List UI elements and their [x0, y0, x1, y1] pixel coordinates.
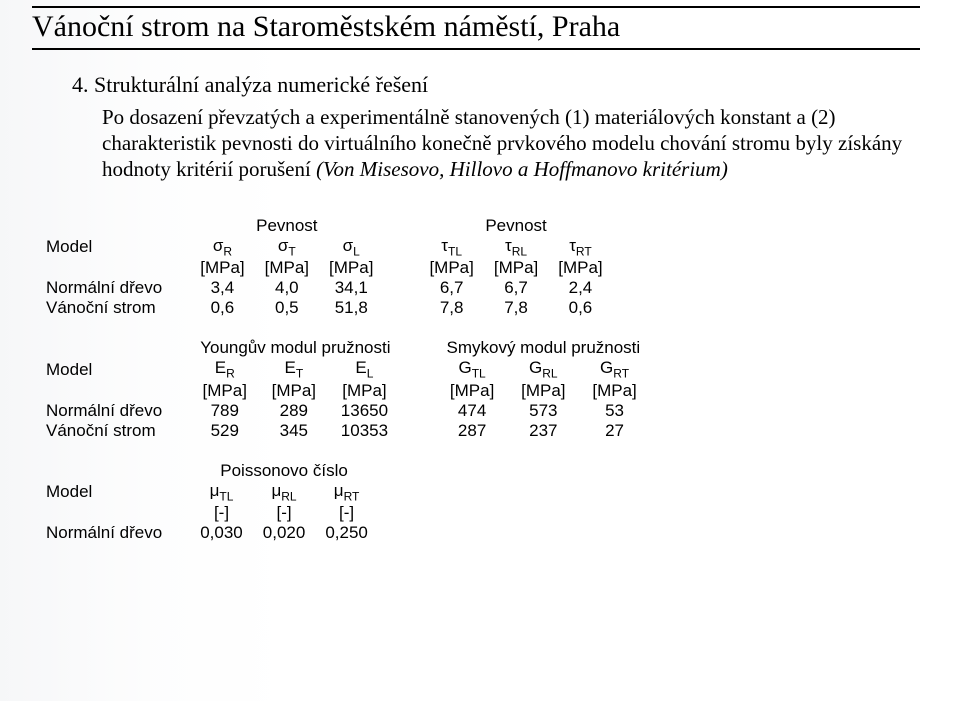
title-bar: Vánoční strom na Staroměstském náměstí, …: [32, 6, 920, 50]
unit: [MPa]: [319, 258, 383, 278]
cell: 789: [190, 401, 259, 421]
table-pevnost: Pevnost Pevnost Model σR σT σL τTL τRL τ…: [42, 210, 613, 332]
row-label: Normální dřevo: [42, 401, 190, 421]
group-header: Pevnost: [419, 210, 612, 236]
group-header: Youngův modul pružnosti: [190, 332, 400, 358]
col-header: μRT: [315, 481, 378, 503]
cell: 0,030: [190, 523, 253, 543]
cell: 345: [259, 421, 328, 441]
cell: 34,1: [319, 278, 383, 298]
col-header: μRL: [253, 481, 316, 503]
cell: 0,6: [190, 298, 254, 318]
cell: 27: [579, 421, 650, 441]
cell: 3,4: [190, 278, 254, 298]
cell: 10353: [328, 421, 400, 441]
cell: 0,5: [255, 298, 319, 318]
unit: [-]: [253, 503, 316, 523]
col-header: τTL: [419, 236, 483, 258]
col-header: τRL: [484, 236, 548, 258]
row-label: Normální dřevo: [42, 278, 190, 298]
unit: [MPa]: [259, 381, 328, 401]
page-title: Vánoční strom na Staroměstském náměstí, …: [32, 10, 920, 44]
col-header: EL: [328, 358, 400, 380]
col-header: GTL: [437, 358, 508, 380]
col-header: τRT: [548, 236, 612, 258]
cell: 6,7: [484, 278, 548, 298]
cell: 289: [259, 401, 328, 421]
unit: [MPa]: [255, 258, 319, 278]
col-header: σL: [319, 236, 383, 258]
cell: 51,8: [319, 298, 383, 318]
cell: 2,4: [548, 278, 612, 298]
col-header: σT: [255, 236, 319, 258]
cell: 474: [437, 401, 508, 421]
body-paragraph: Po dosazení převzatých a experimentálně …: [102, 104, 910, 182]
cell: 0,6: [548, 298, 612, 318]
row-label: Model: [42, 236, 190, 258]
col-header: ET: [259, 358, 328, 380]
col-header: ER: [190, 358, 259, 380]
group-header: Pevnost: [190, 210, 383, 236]
section-heading: 4. Strukturální analýza numerické řešení: [72, 72, 920, 98]
cell: 6,7: [419, 278, 483, 298]
unit: [-]: [190, 503, 253, 523]
cell: 0,020: [253, 523, 316, 543]
unit: [MPa]: [328, 381, 400, 401]
group-header: Smykový modul pružnosti: [437, 332, 651, 358]
col-header: μTL: [190, 481, 253, 503]
cell: 7,8: [419, 298, 483, 318]
col-header: σR: [190, 236, 254, 258]
unit: [MPa]: [419, 258, 483, 278]
unit: [MPa]: [548, 258, 612, 278]
row-label: Model: [42, 481, 190, 503]
cell: 4,0: [255, 278, 319, 298]
row-label: Vánoční strom: [42, 421, 190, 441]
col-header: GRT: [579, 358, 650, 380]
body-text-italic: (Von Misesovo, Hillovo a Hoffmanovo krit…: [316, 157, 728, 181]
unit: [MPa]: [484, 258, 548, 278]
unit: [MPa]: [579, 381, 650, 401]
col-header: GRL: [508, 358, 579, 380]
group-header: Poissonovo číslo: [190, 455, 378, 481]
table-poisson: Poissonovo číslo Model μTL μRL μRT [-] […: [42, 455, 378, 543]
cell: 237: [508, 421, 579, 441]
table-moduli: Youngův modul pružnosti Smykový modul pr…: [42, 332, 650, 454]
cell: 7,8: [484, 298, 548, 318]
cell: 573: [508, 401, 579, 421]
row-label: Normální dřevo: [42, 523, 190, 543]
unit: [MPa]: [190, 258, 254, 278]
cell: 53: [579, 401, 650, 421]
row-label: Model: [42, 358, 190, 380]
cell: 0,250: [315, 523, 378, 543]
unit: [MPa]: [437, 381, 508, 401]
unit: [-]: [315, 503, 378, 523]
cell: 287: [437, 421, 508, 441]
cell: 529: [190, 421, 259, 441]
cell: 13650: [328, 401, 400, 421]
row-label: Vánoční strom: [42, 298, 190, 318]
unit: [MPa]: [190, 381, 259, 401]
unit: [MPa]: [508, 381, 579, 401]
